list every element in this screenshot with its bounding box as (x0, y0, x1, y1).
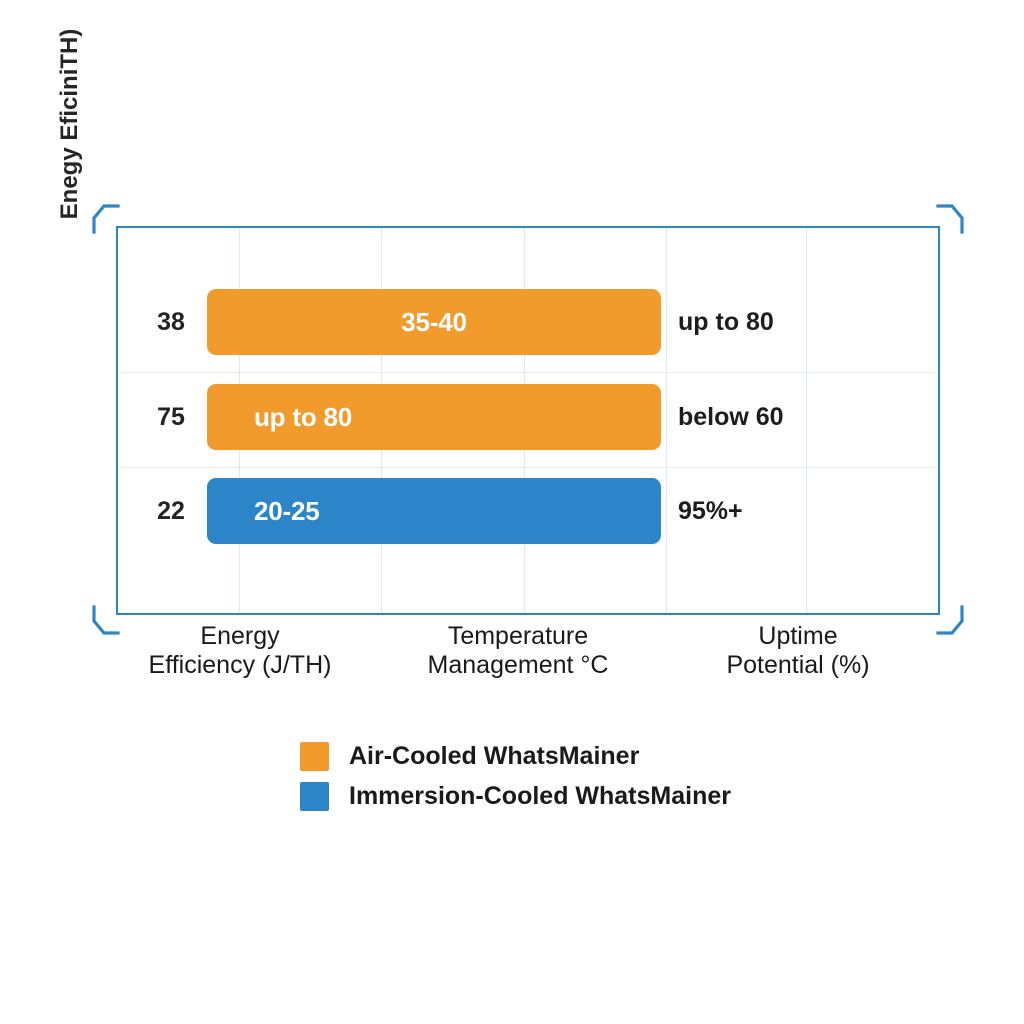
legend-swatch-icon (300, 741, 329, 771)
chart-legend: Air-Cooled WhatsMainer Immersion-Cooled … (300, 736, 760, 816)
row-right-value: below 60 (678, 402, 784, 431)
legend-label: Air-Cooled WhatsMainer (349, 741, 640, 770)
row-left-value: 22 (157, 496, 185, 525)
x-tick-line-1: Uptime (758, 622, 838, 650)
x-tick-label-uptime-potential: Uptime Potential (%) (668, 622, 928, 680)
bar-series-immersion-cooled[interactable] (207, 478, 661, 544)
bar-series-air-cooled[interactable] (207, 289, 661, 355)
x-tick-line-2: Potential (%) (726, 651, 870, 679)
gridline-horizontal (118, 372, 938, 373)
plot-area: 38 35-40 up to 80 75 up to 80 below 60 2… (116, 226, 940, 615)
bar-row: 38 35-40 up to 80 (118, 289, 938, 355)
legend-swatch-icon (300, 781, 329, 811)
bar-row: 75 up to 80 below 60 (118, 384, 938, 450)
gridline-vertical (666, 228, 667, 613)
gridline-vertical (806, 228, 807, 613)
x-tick-label-energy-efficiency: Energy Efficiency (J/TH) (110, 622, 370, 680)
row-right-value: 95%+ (678, 496, 743, 525)
x-axis-tick-labels: Energy Efficiency (J/TH) Temperature Man… (116, 622, 940, 692)
legend-item-air-cooled[interactable]: Air-Cooled WhatsMainer (300, 736, 760, 776)
legend-item-immersion-cooled[interactable]: Immersion-Cooled WhatsMainer (300, 776, 760, 816)
legend-label: Immersion-Cooled WhatsMainer (349, 781, 731, 810)
bar-series-air-cooled[interactable] (207, 384, 661, 450)
x-tick-line-1: Energy (200, 622, 280, 650)
x-tick-line-2: Efficiency (J/TH) (148, 651, 332, 679)
bar-row: 22 20-25 95%+ (118, 478, 938, 544)
bar-value-label: up to 80 (254, 401, 353, 432)
row-left-value: 75 (157, 402, 185, 431)
y-axis-label: Enegy EficiniTH) (56, 28, 83, 220)
bar-value-label: 35-40 (401, 306, 467, 337)
row-right-value: up to 80 (678, 307, 774, 336)
x-tick-line-1: Temperature (447, 622, 589, 650)
gridline-horizontal (118, 467, 938, 468)
x-tick-label-temperature-management: Temperature Management °C (388, 622, 648, 680)
bar-value-label: 20-25 (254, 495, 320, 526)
row-left-value: 38 (157, 307, 185, 336)
x-tick-line-2: Management °C (427, 651, 609, 679)
